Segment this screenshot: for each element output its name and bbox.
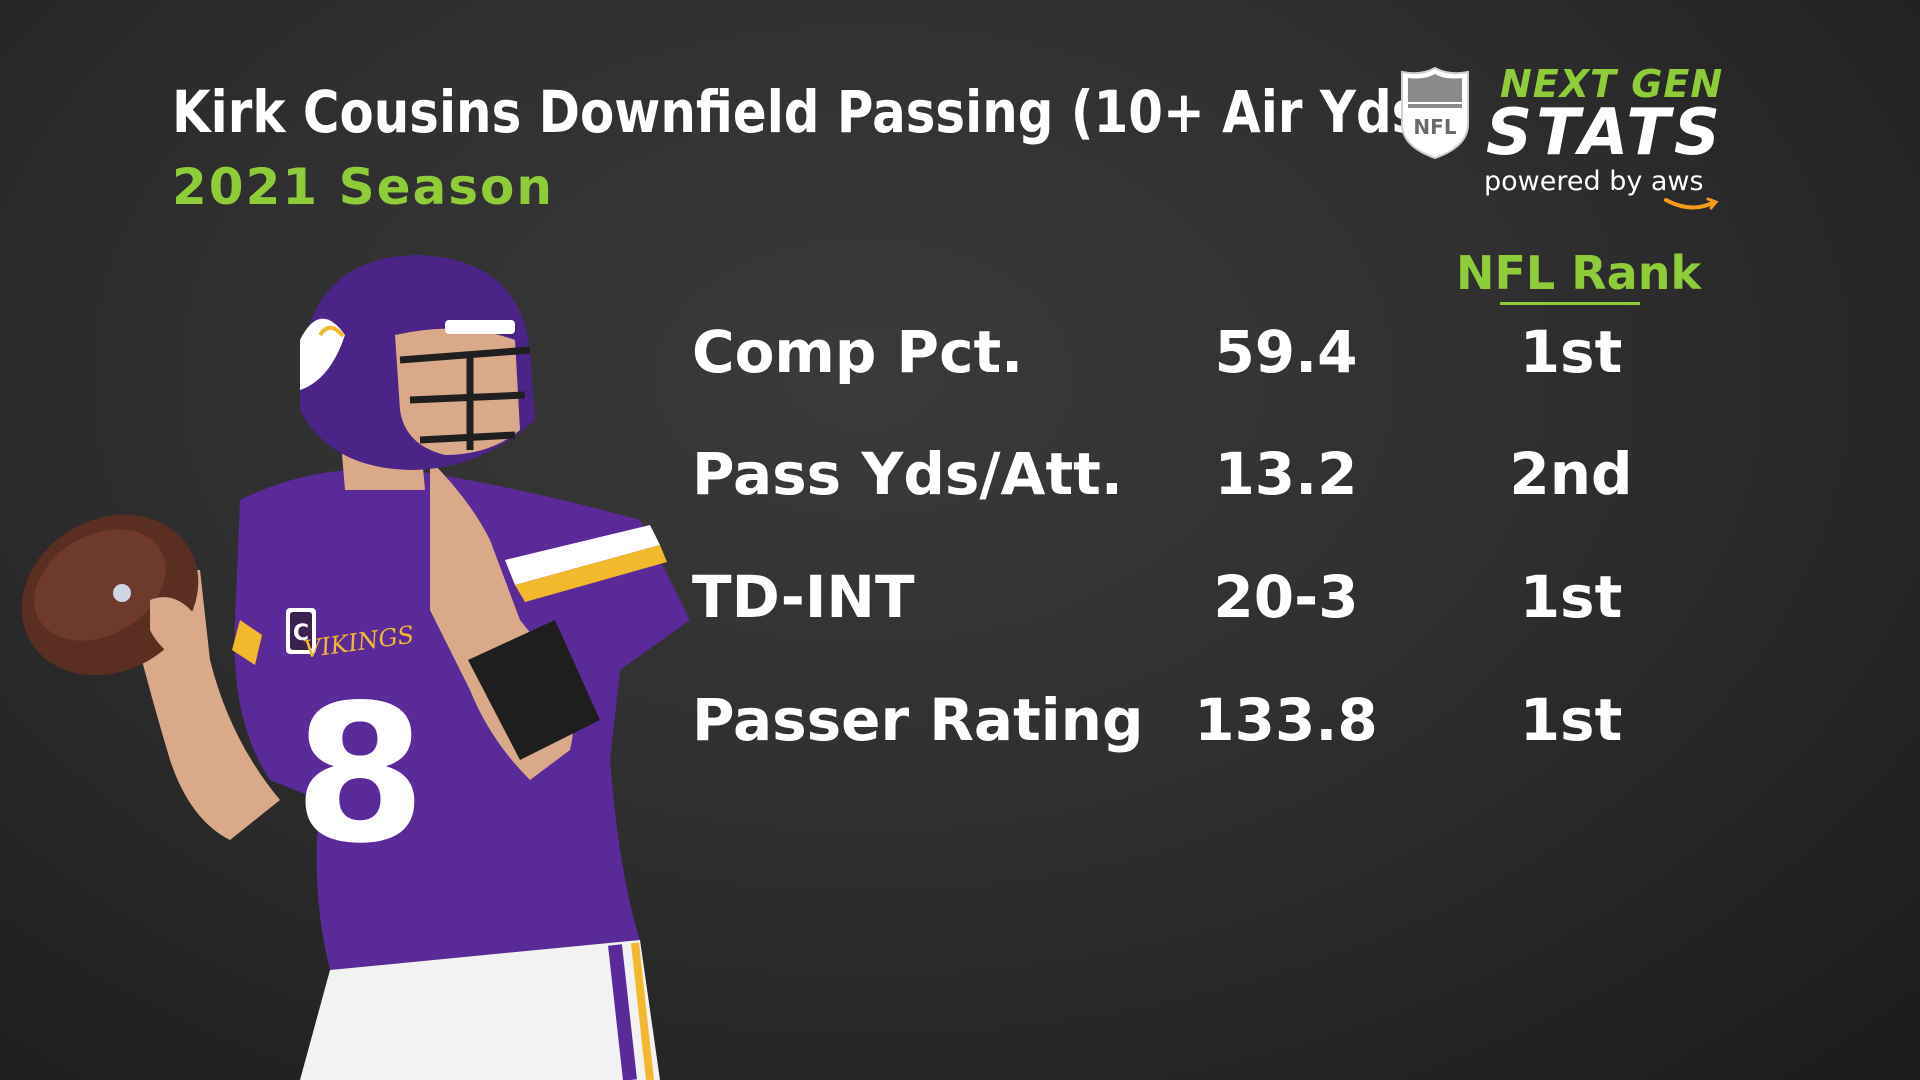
logo-stats: STATS — [1486, 96, 1724, 170]
nfl-badge-text: NFL — [1413, 115, 1456, 139]
stat-label: Passer Rating — [692, 686, 1144, 754]
stat-rank: 2nd — [1509, 440, 1633, 508]
svg-text:8: 8 — [294, 664, 426, 885]
stat-row: Passer Rating 133.8 1st — [0, 686, 1920, 766]
page-subtitle: 2021 Season — [172, 158, 554, 216]
stat-label: Comp Pct. — [692, 318, 1024, 386]
next-gen-stats-logo: NFL NEXT GEN STATS powered by aws — [1398, 62, 1758, 212]
page-title: Kirk Cousins Downfield Passing (10+ Air … — [172, 78, 1445, 146]
rank-header: NFL Rank — [1456, 246, 1702, 300]
rank-underline — [1500, 302, 1640, 305]
jersey-number: 8 — [294, 664, 426, 885]
stat-row: Comp Pct. 59.4 1st — [0, 318, 1920, 398]
stat-value: 20-3 — [1213, 563, 1359, 631]
stat-label: Pass Yds/Att. — [692, 440, 1123, 508]
stat-value: 59.4 — [1214, 318, 1358, 386]
stat-rank: 1st — [1519, 318, 1623, 386]
helmet-icon — [300, 255, 535, 470]
stat-label: TD-INT — [692, 563, 915, 631]
aws-smile-icon — [1664, 197, 1719, 210]
player-photo: 8 C VIKINGS — [21, 255, 690, 1080]
stat-row: Pass Yds/Att. 13.2 2nd — [0, 440, 1920, 520]
stat-rank: 1st — [1519, 686, 1623, 754]
nfl-shield-icon: NFL — [1401, 66, 1469, 160]
stat-value: 133.8 — [1194, 686, 1378, 754]
stat-row: TD-INT 20-3 1st — [0, 563, 1920, 643]
stat-value: 13.2 — [1214, 440, 1358, 508]
captain-patch: C — [293, 621, 309, 646]
logo-next-gen: NEXT GEN — [1500, 62, 1724, 106]
stat-rank: 1st — [1519, 563, 1623, 631]
logo-powered-by: powered by aws — [1484, 166, 1704, 197]
